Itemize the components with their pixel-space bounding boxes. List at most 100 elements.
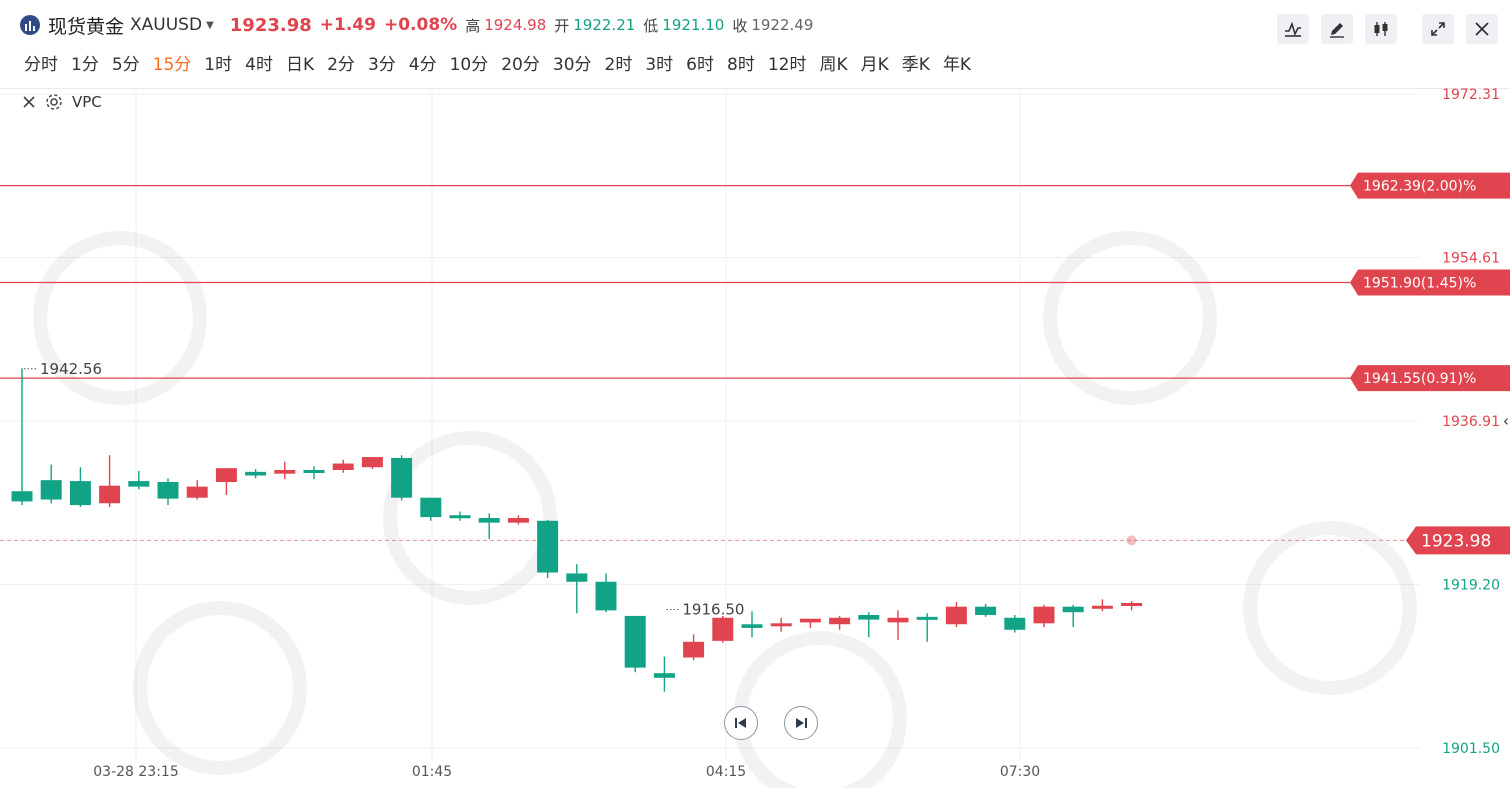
draw-button[interactable] bbox=[1321, 14, 1353, 44]
level-label: 1941.55(0.91)% bbox=[1363, 371, 1476, 387]
candle-type-icon bbox=[1374, 22, 1388, 36]
period-tab[interactable]: 5分 bbox=[111, 55, 140, 75]
candle[interactable] bbox=[99, 455, 121, 507]
draw-pen-icon bbox=[1330, 23, 1344, 38]
candle[interactable] bbox=[391, 455, 413, 501]
candle[interactable] bbox=[1004, 615, 1026, 633]
candle[interactable] bbox=[1121, 601, 1143, 611]
candle[interactable] bbox=[683, 634, 705, 661]
candle[interactable] bbox=[566, 564, 588, 614]
watermark-logo-shape bbox=[33, 231, 207, 405]
period-tab[interactable]: 10分 bbox=[449, 55, 489, 75]
candle-body bbox=[99, 485, 121, 504]
period-tab[interactable]: 20分 bbox=[501, 55, 540, 75]
candle[interactable] bbox=[741, 611, 763, 638]
candle[interactable] bbox=[975, 603, 997, 617]
candle-body bbox=[1091, 605, 1113, 609]
candle-body bbox=[478, 518, 500, 523]
candle[interactable] bbox=[712, 615, 734, 643]
period-tab[interactable]: 季K bbox=[901, 55, 930, 75]
time-axis-label: 01:45 bbox=[412, 764, 452, 780]
candle[interactable] bbox=[274, 461, 296, 480]
period-tab[interactable]: 月K bbox=[860, 55, 889, 75]
candle-body bbox=[40, 480, 62, 500]
candle[interactable] bbox=[829, 615, 851, 630]
period-tab[interactable]: 2时 bbox=[604, 55, 633, 75]
level-tag[interactable] bbox=[1350, 269, 1510, 296]
chart-header: 现货黄金 XAUUSD ▼ 1923.98 +1.49 +0.08% 高 192… bbox=[0, 0, 1510, 88]
symbol-code[interactable]: XAUUSD bbox=[130, 15, 203, 35]
candle-body bbox=[1121, 602, 1143, 606]
period-tab[interactable]: 12时 bbox=[767, 55, 807, 75]
candle[interactable] bbox=[361, 457, 383, 470]
period-tab[interactable]: 4分 bbox=[408, 55, 437, 75]
candle[interactable] bbox=[624, 615, 646, 673]
candle[interactable] bbox=[916, 613, 938, 642]
axis-collapse-icon: ‹ bbox=[1503, 412, 1509, 430]
candle-body bbox=[215, 468, 237, 483]
candle[interactable] bbox=[1062, 604, 1084, 628]
candle[interactable] bbox=[11, 368, 33, 506]
time-axis-label: 03-28 23:15 bbox=[93, 764, 178, 780]
candle[interactable] bbox=[595, 573, 617, 613]
candle-body bbox=[157, 482, 179, 499]
line-style-button[interactable] bbox=[1277, 14, 1309, 44]
candle[interactable] bbox=[40, 464, 62, 504]
price-chart[interactable]: 1962.39(2.00)% 1951.90(1.45)% 1941.55(0.91… bbox=[0, 88, 1510, 788]
period-tab[interactable]: 2分 bbox=[327, 55, 355, 75]
chart-tools bbox=[1277, 14, 1397, 44]
candle[interactable] bbox=[1091, 599, 1113, 612]
candle[interactable] bbox=[186, 480, 208, 500]
indicator-settings-icon[interactable] bbox=[45, 93, 63, 111]
candle[interactable] bbox=[245, 469, 267, 479]
candle[interactable] bbox=[1033, 604, 1055, 628]
candle[interactable] bbox=[887, 610, 909, 640]
period-tab[interactable]: 分时 bbox=[24, 55, 58, 75]
candle-body bbox=[975, 606, 997, 616]
period-tab[interactable]: 8时 bbox=[727, 55, 755, 75]
indicator-name: VPC bbox=[72, 93, 102, 111]
level-tag[interactable] bbox=[1350, 172, 1510, 199]
candle[interactable] bbox=[478, 513, 500, 540]
period-tab[interactable]: 1分 bbox=[71, 55, 99, 75]
symbol-dropdown-icon[interactable]: ▼ bbox=[206, 19, 214, 31]
period-tab[interactable]: 1时 bbox=[204, 55, 233, 75]
candle-body bbox=[332, 463, 354, 470]
scroll-forward-button[interactable] bbox=[784, 706, 818, 740]
period-tab[interactable]: 4时 bbox=[245, 55, 273, 75]
candle[interactable] bbox=[653, 656, 675, 692]
scroll-back-button[interactable] bbox=[724, 706, 758, 740]
candle[interactable] bbox=[945, 602, 967, 628]
period-tab[interactable]: 15分 bbox=[152, 55, 192, 75]
period-tab[interactable]: 6时 bbox=[686, 55, 714, 75]
candle[interactable] bbox=[507, 515, 529, 525]
candle[interactable] bbox=[157, 478, 179, 506]
period-tab[interactable]: 周K bbox=[819, 55, 848, 75]
symbol-name[interactable]: 现货黄金 bbox=[48, 15, 125, 38]
candle[interactable] bbox=[858, 612, 880, 638]
candle-type-button[interactable] bbox=[1365, 14, 1397, 44]
candle[interactable] bbox=[449, 511, 471, 521]
candle-body bbox=[420, 497, 442, 518]
candle-body bbox=[361, 457, 383, 468]
level-tag[interactable] bbox=[1350, 365, 1510, 392]
remove-indicator-icon[interactable] bbox=[22, 95, 36, 109]
candle[interactable] bbox=[799, 618, 821, 628]
candle[interactable] bbox=[332, 459, 354, 473]
current-price-label: 1923.98 bbox=[1421, 531, 1491, 551]
candle[interactable] bbox=[69, 467, 91, 507]
period-tab[interactable]: 年K bbox=[942, 55, 972, 75]
candle[interactable] bbox=[128, 470, 150, 490]
period-tab[interactable]: 日K bbox=[285, 55, 315, 75]
period-tab[interactable]: 30分 bbox=[552, 55, 592, 75]
open-label: 开 bbox=[554, 16, 570, 35]
close-chart-button[interactable] bbox=[1466, 14, 1498, 44]
period-tab[interactable]: 3分 bbox=[367, 55, 396, 75]
candle[interactable] bbox=[420, 497, 442, 521]
candle[interactable] bbox=[303, 466, 325, 480]
candle[interactable] bbox=[215, 468, 237, 495]
fullscreen-button[interactable] bbox=[1422, 14, 1454, 44]
candle[interactable] bbox=[770, 617, 792, 632]
period-tab[interactable]: 3时 bbox=[645, 55, 674, 75]
candle[interactable] bbox=[537, 519, 559, 579]
